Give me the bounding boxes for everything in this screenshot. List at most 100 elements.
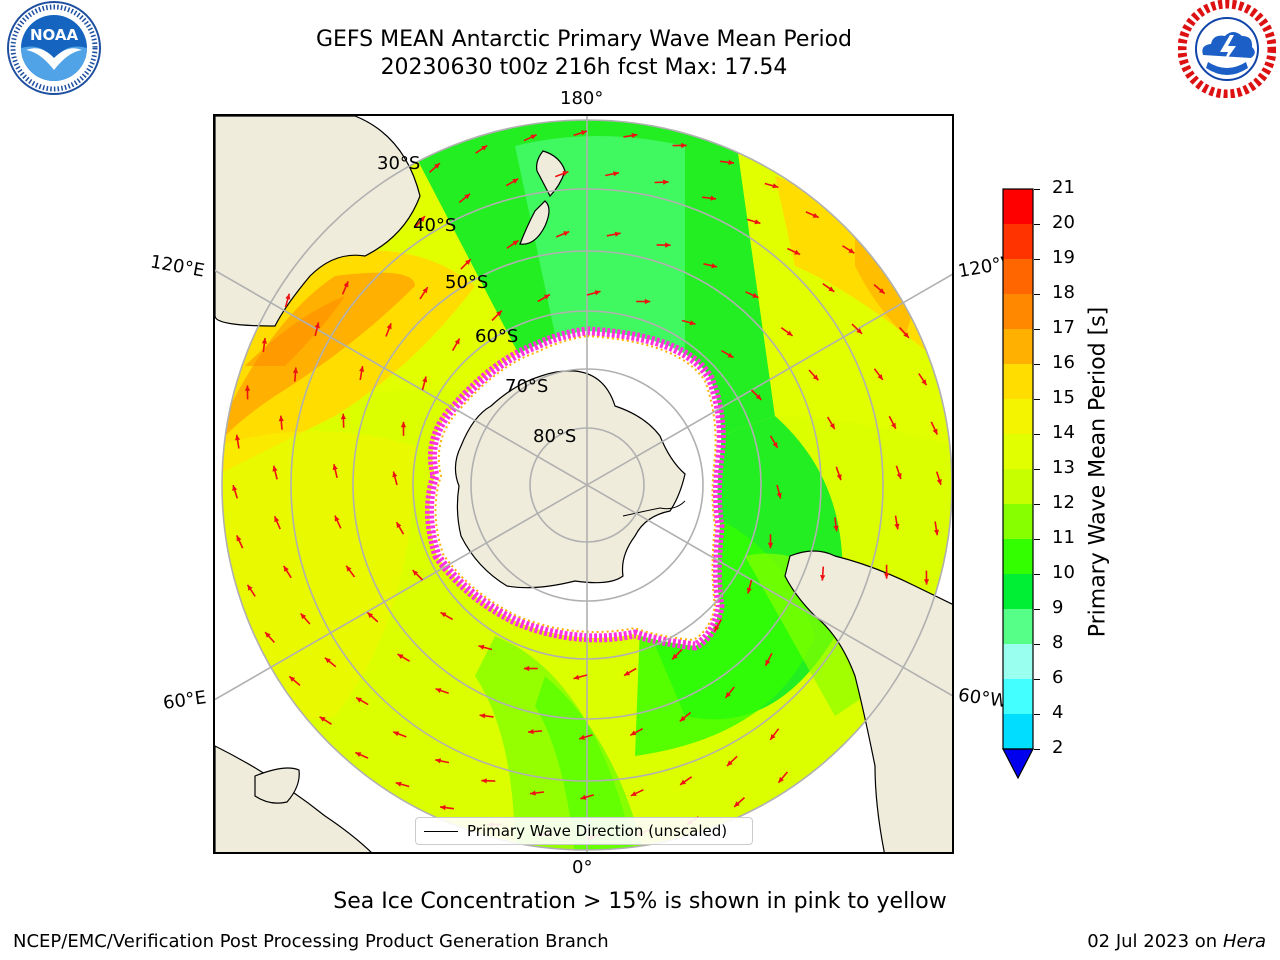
wave-arrow-head	[711, 263, 718, 269]
wave-arrow-head	[412, 570, 419, 576]
wave-arrow-head	[465, 259, 471, 265]
colorbar-tick-mark	[1034, 224, 1040, 225]
colorbar-bin	[1003, 399, 1033, 435]
lon-label-60e: 60°E	[161, 687, 208, 714]
wave-arrow-head	[644, 298, 651, 305]
wave-arrow-head	[285, 293, 291, 300]
colorbar-bin	[1003, 259, 1033, 295]
wave-arrow-head	[680, 779, 686, 785]
wave-arrow-head	[580, 794, 587, 800]
wave-arrow-head	[422, 287, 428, 294]
colorbar-tick-label: 19	[1052, 247, 1075, 268]
colorbar-tick-label: 9	[1052, 597, 1064, 618]
wave-arrow-head	[921, 379, 927, 386]
wave-arrow-head	[324, 657, 331, 664]
wave-arrow-head	[878, 288, 885, 294]
colorbar-tick-mark	[1034, 749, 1040, 750]
wave-arrow-head	[435, 688, 442, 693]
colorbar-bin	[1003, 679, 1033, 715]
wave-arrow-head	[496, 310, 502, 317]
wave-arrow-head	[833, 525, 839, 532]
wave-arrow-head	[877, 374, 883, 380]
wave-arrow-head	[355, 752, 362, 757]
noaa-logo: NOAA	[6, 0, 102, 96]
wave-arrow-head	[933, 529, 939, 536]
colorbar-tick-label: 2	[1052, 737, 1064, 758]
colorbar-tick-mark	[1034, 574, 1040, 575]
wave-arrow-head	[247, 584, 253, 591]
wave-arrow-head	[752, 292, 759, 298]
wave-arrow-head	[346, 565, 352, 572]
wave-arrow-head	[261, 338, 267, 344]
lat-label-70s: 70°S	[505, 376, 548, 397]
wave-arrow-head	[812, 213, 819, 218]
continents	[215, 116, 952, 852]
colorbar-bin	[1003, 714, 1033, 750]
colorbar-tick-label: 13	[1052, 457, 1075, 478]
wave-arrow-head	[573, 674, 580, 680]
wave-arrow-head	[232, 485, 238, 491]
colorbar-tick-mark	[1034, 644, 1040, 645]
wave-arrow-head	[936, 479, 942, 485]
wave-arrow-head	[772, 442, 778, 448]
colorbar-tick-label: 16	[1052, 352, 1075, 373]
wave-arrow-head	[812, 374, 819, 381]
colorbar-tick-mark	[1034, 364, 1040, 365]
wave-arrow-head	[894, 523, 900, 530]
colorbar-tick-label: 17	[1052, 317, 1075, 338]
lat-label-80s: 80°S	[533, 426, 576, 447]
colorbar-tick-label: 18	[1052, 282, 1075, 303]
colorbar-bin	[1003, 329, 1033, 365]
wave-arrow-head	[631, 133, 638, 139]
wave-arrow-head	[386, 323, 392, 330]
lon-label-120e: 120°E	[148, 251, 207, 282]
wave-arrow-head	[283, 565, 289, 572]
colorbar-bin	[1003, 644, 1033, 680]
wave-arrow-head	[776, 492, 782, 499]
wave-arrow-head	[665, 242, 671, 248]
lat-label-60s: 60°S	[475, 326, 518, 347]
lat-label-40s: 40°S	[413, 215, 456, 236]
colorbar-extend-arrow	[1002, 748, 1034, 780]
wave-arrow-head	[772, 183, 779, 189]
wave-arrow-head	[891, 422, 896, 429]
noaa-logo-text: NOAA	[30, 26, 79, 44]
wave-arrow-head	[755, 394, 762, 400]
chart-subtitle: 20230630 t00z 216h fcst Max: 17.54	[380, 55, 788, 80]
polar-map: 30°S 40°S 50°S 60°S 70°S 80°S	[215, 116, 952, 852]
footer-credit: NCEP/EMC/Verification Post Processing Pr…	[13, 931, 609, 952]
chart-title: GEFS MEAN Antarctic Primary Wave Mean Pe…	[315, 27, 853, 52]
wave-arrow-head	[481, 778, 487, 784]
wave-arrow-head	[356, 697, 362, 703]
wave-arrow-head	[274, 516, 280, 523]
wave-arrow-head	[300, 613, 307, 620]
wave-arrow-head	[614, 231, 621, 237]
graticule	[215, 116, 952, 852]
wave-arrow-head	[562, 171, 569, 176]
colorbar-tick-label: 14	[1052, 422, 1075, 443]
wave-arrow-head	[397, 654, 404, 660]
colorbar-tick-mark	[1034, 189, 1040, 190]
wave-arrow-head	[579, 734, 585, 740]
colorbar	[1002, 188, 1034, 780]
wave-arrow-head	[848, 248, 855, 254]
colorbar-tick-mark	[1034, 399, 1040, 400]
wave-arrow-head	[434, 163, 440, 169]
colorbar-tick-mark	[1034, 504, 1040, 505]
wave-arrow-head	[624, 670, 630, 676]
wave-arrow-head	[314, 322, 320, 329]
lat-label-30s: 30°S	[377, 153, 420, 174]
wave-arrow-head	[836, 474, 842, 481]
colorbar-tick-mark	[1034, 679, 1040, 680]
wave-arrow-head	[896, 473, 902, 479]
wave-arrow-head	[528, 729, 534, 735]
wave-arrow-head	[613, 171, 619, 177]
wave-arrow-head	[367, 612, 374, 619]
lon-label-180: 180°	[560, 88, 604, 109]
wave-arrow-head	[419, 216, 425, 222]
wave-arrow-head	[765, 659, 771, 666]
wave-arrow-head	[481, 145, 488, 151]
colorbar-tick-label: 20	[1052, 212, 1075, 233]
wave-arrow-head	[236, 535, 242, 542]
lon-label-0: 0°	[572, 857, 593, 878]
